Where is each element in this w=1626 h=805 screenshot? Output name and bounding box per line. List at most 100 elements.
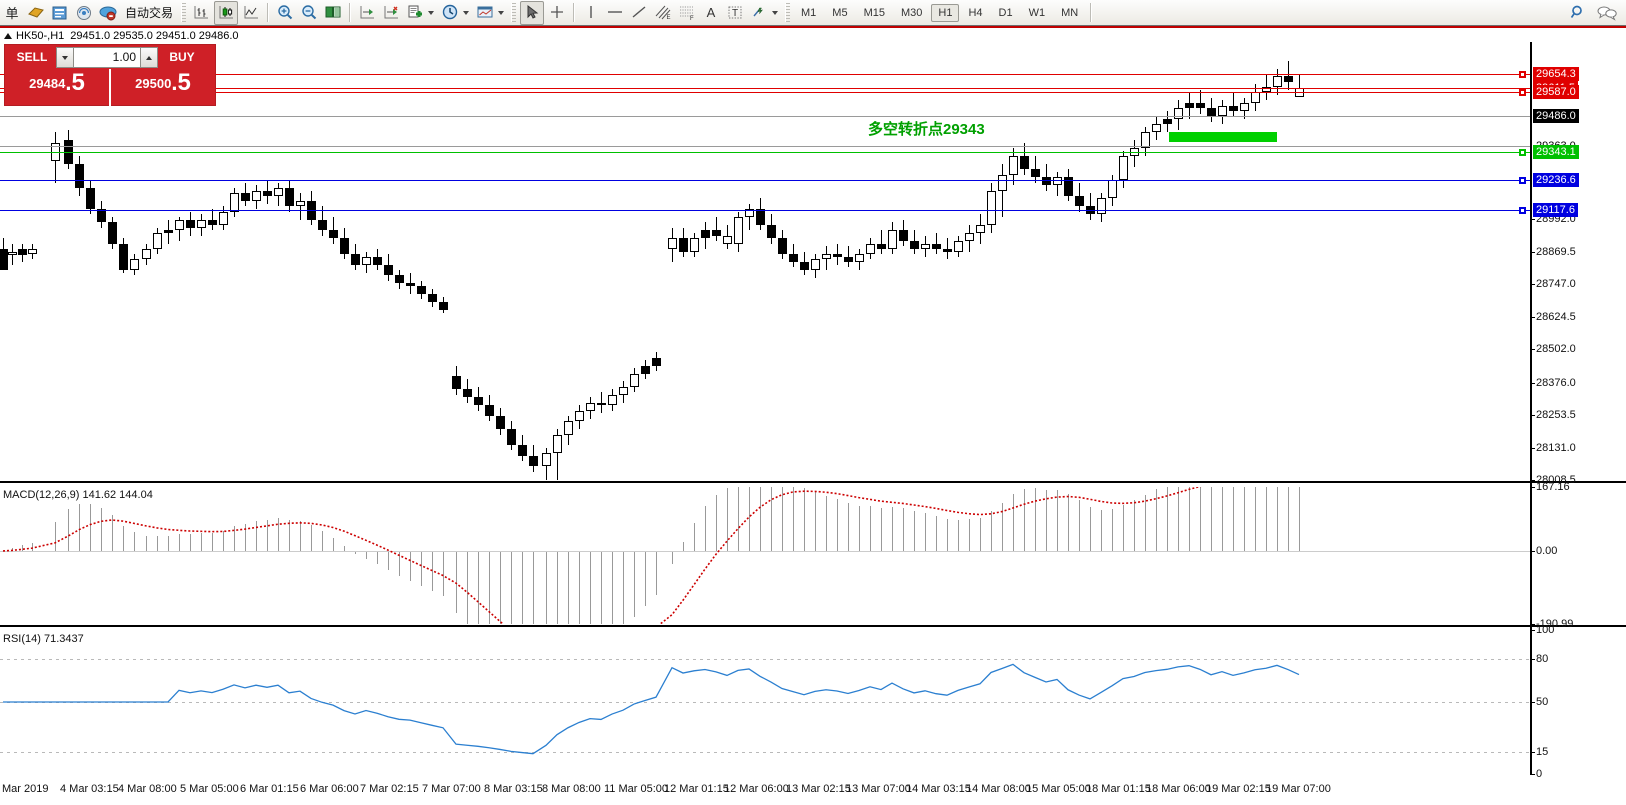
autoscroll-icon[interactable] [380,2,402,24]
level-29117-handle[interactable] [1519,207,1526,214]
price-plot-area[interactable] [0,42,1530,480]
object-list-dropdown-caret[interactable] [772,10,779,15]
toolbar-grip-2[interactable] [511,3,517,22]
history-icon[interactable] [25,2,47,24]
timeframe-h4[interactable]: H4 [968,6,983,19]
market-icon[interactable] [97,2,119,24]
level-29654-line[interactable] [0,74,1530,75]
level-29363-line[interactable] [0,146,1530,147]
volume-increase-button[interactable] [140,47,158,68]
new-template-dropdown-caret[interactable] [428,10,435,15]
timeframe-d1[interactable]: D1 [998,6,1013,19]
volume-decrease-button[interactable] [56,47,74,68]
equidistant-channel-icon[interactable]: E [652,2,674,24]
chat-icon[interactable] [1596,2,1618,24]
crosshair-icon[interactable] [546,2,568,24]
macd-histogram-bar [925,512,926,551]
timeframe-m15[interactable]: M15 [863,6,885,19]
timeframe-mn[interactable]: MN [1061,6,1079,19]
sell-button[interactable]: SELL [8,48,56,67]
text-box-icon[interactable]: T [724,2,746,24]
macd-histogram-bar [1178,487,1179,551]
level-29236-line[interactable] [0,180,1530,181]
price-tick-label: 28008.5 [1536,474,1576,486]
toolbar-grip-1[interactable] [181,3,187,22]
horizontal-line-icon[interactable] [604,2,626,24]
toolbar-grip-3[interactable] [785,3,791,22]
macd-histogram-bar [522,550,523,624]
candle-body [1042,177,1051,186]
timeframe-w1[interactable]: W1 [1028,6,1046,19]
macd-histogram-bar [212,532,213,551]
timeframe-m5[interactable]: M5 [832,6,848,19]
rsi-level-15 [0,752,1530,754]
chart-window[interactable]: HK50-,H1 29451.0 29535.0 29451.0 29486.0… [0,25,1626,805]
macd-histogram-bar [399,550,400,577]
macd-histogram-bar [936,515,937,551]
candle-body [1152,124,1161,133]
cursor-icon[interactable] [520,0,545,25]
macd-histogram-bar [146,535,147,551]
autotrade-button[interactable]: 自动交易 [125,6,174,20]
candle-body [119,243,128,271]
bar-chart-icon[interactable] [190,2,212,24]
time-tick-label: 8 Mar 08:00 [542,783,601,795]
news-icon[interactable] [49,2,71,24]
trend-line-icon[interactable] [628,2,650,24]
timeframe-m30[interactable]: M30 [900,6,923,19]
period-dropdown-caret[interactable] [463,10,470,15]
price-tick-label: 28869.5 [1536,245,1576,258]
new-template-icon[interactable] [404,2,426,24]
price-tick-mark [1530,415,1535,417]
timeframe-h1[interactable]: H1 [931,3,960,22]
macd-histogram-bar [1288,487,1289,551]
indicator-dropdown-caret[interactable] [498,10,505,15]
level-29587-handle[interactable] [1519,89,1526,96]
shift-chart-icon[interactable] [356,2,378,24]
zoom-in-icon[interactable] [274,2,296,24]
macd-tick-mark [1530,550,1535,552]
order-icon[interactable]: 单 [5,6,19,21]
line-chart-icon[interactable] [240,2,262,24]
candle-wick [601,392,602,414]
macd-histogram-bar [32,543,33,551]
one-click-trading-panel[interactable]: SELL 1.00 BUY 29484 . 5 29500 . [4,44,216,107]
fibonacci-retracement-icon[interactable]: F [676,2,698,24]
candle-body [485,405,494,416]
volume-input[interactable]: 1.00 [74,47,140,68]
level-29611-line[interactable] [0,88,1530,89]
level-29343-handle[interactable] [1519,149,1526,156]
macd-histogram-bar [322,531,323,551]
candle-body [1064,177,1073,196]
candle-wick [333,217,334,244]
search-icon[interactable] [1567,2,1589,24]
timeframe-m1[interactable]: M1 [801,6,817,19]
vertical-line-icon[interactable] [580,2,602,24]
indicator-icon[interactable] [474,2,496,24]
candle-body [108,222,117,244]
zoom-out-icon[interactable] [298,2,320,24]
rsi-pane-divider [0,625,1626,627]
level-29587-line[interactable] [0,92,1530,93]
level-29236-handle[interactable] [1519,177,1526,184]
object-list-icon[interactable] [748,2,770,24]
level-29654-handle[interactable] [1519,71,1526,78]
level-29117-line[interactable] [0,210,1530,211]
macd-histogram-bar [991,510,992,551]
candlestick-chart-icon[interactable] [214,0,239,25]
tile-windows-icon[interactable] [322,2,344,24]
buy-price-cell[interactable]: 29500 . 5 [111,69,215,107]
candle-body [417,285,426,294]
level-29343-line[interactable] [0,152,1530,153]
time-tick-label: 14 Mar 08:00 [966,783,1031,795]
macd-histogram-bar [870,506,871,551]
buy-button[interactable]: BUY [158,48,206,67]
rsi-plot-area[interactable] [0,630,1530,774]
time-axis[interactable]: Mar 2019 4 Mar 03:15 4 Mar 08:00 5 Mar 05:0… [0,781,1626,805]
macd-plot-area[interactable] [0,487,1530,624]
sell-price-cell[interactable]: 29484 . 5 [5,69,111,107]
signal-icon[interactable] [73,2,95,24]
level-29486-bid-line[interactable] [0,116,1530,117]
text-label-icon[interactable]: A [706,5,716,20]
period-icon[interactable] [439,2,461,24]
